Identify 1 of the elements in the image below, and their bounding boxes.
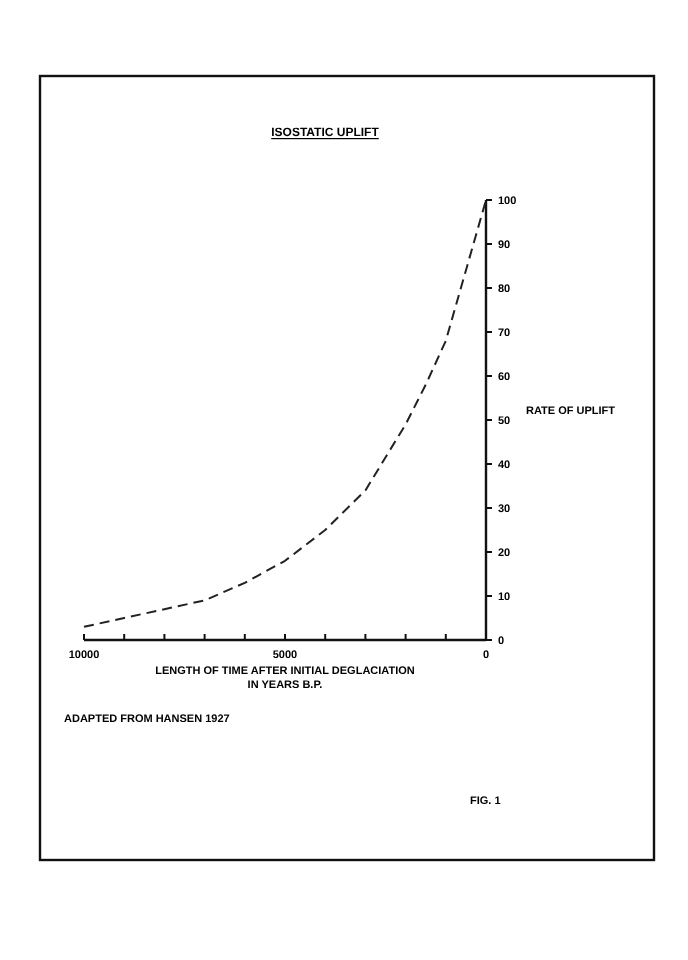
line-series <box>83 199 487 628</box>
